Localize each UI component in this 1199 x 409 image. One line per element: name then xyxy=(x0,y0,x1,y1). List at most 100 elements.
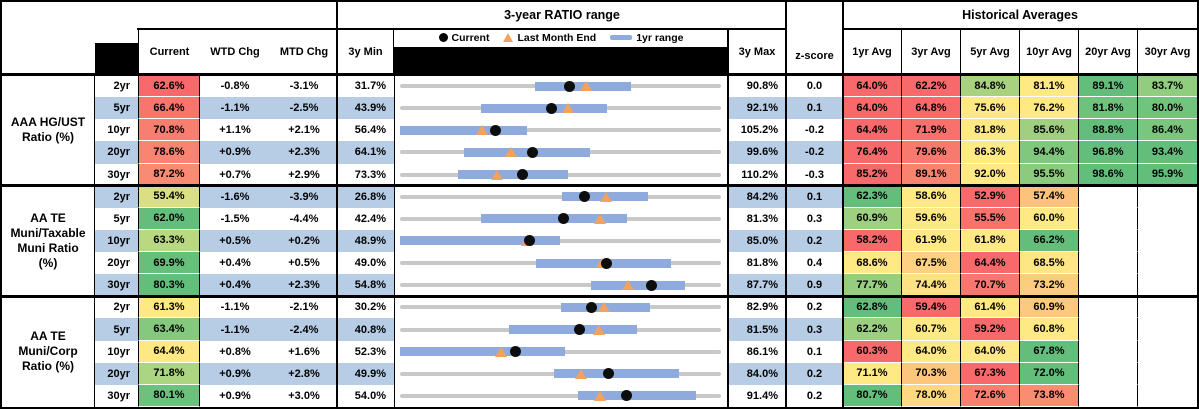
avg-cell: 64.4% xyxy=(843,119,902,142)
avg-cell: 59.2% xyxy=(961,318,1020,341)
col-header-3y-max: 3y Max xyxy=(738,45,776,58)
zscore-cell: 0.0 xyxy=(806,80,823,93)
wtd-chg-cell: +0.7% xyxy=(219,168,251,181)
mtd-chg-cell: +2.1% xyxy=(288,124,320,137)
col-header-10yr-avg: 10yr Avg xyxy=(1020,28,1079,75)
zscore-cell: 0.1 xyxy=(786,97,843,120)
avg-cell xyxy=(1138,341,1197,363)
avg-cell: 60.9% xyxy=(1020,296,1079,319)
current-cell: 63.3% xyxy=(138,229,200,253)
max-cell: 99.6% xyxy=(728,141,786,164)
max-cell: 84.2% xyxy=(728,185,786,208)
current-cell: 71.8% xyxy=(138,362,200,385)
divider-zscore-hist xyxy=(842,2,844,407)
wtd-chg-cell: +0.5% xyxy=(200,229,270,253)
avg-cell xyxy=(1138,385,1197,407)
col-header-mtd-chg: MTD Chg xyxy=(279,45,329,58)
mtd-chg-cell: +0.2% xyxy=(270,229,338,253)
wtd-chg-cell: +0.4% xyxy=(219,257,251,270)
avg-cell: 61.8% xyxy=(961,229,1020,253)
zscore-cell: -0.2 xyxy=(805,124,824,137)
range-bar-icon xyxy=(610,35,633,40)
range-chart xyxy=(394,97,728,120)
avg-cell xyxy=(1079,362,1138,385)
tenor-cell: 5yr xyxy=(95,97,138,120)
avg-cell: 68.5% xyxy=(1020,252,1079,275)
avg-cell: 76.4% xyxy=(843,141,902,164)
tenor-cell: 2yr xyxy=(113,80,130,93)
mtd-chg-cell: -2.4% xyxy=(270,318,338,341)
tenor-header-cell xyxy=(95,28,138,75)
legend-1yr-range: 1yr range xyxy=(610,32,683,44)
wtd-chg-cell: -1.5% xyxy=(220,212,250,225)
avg-cell xyxy=(1079,296,1138,319)
last-month-marker xyxy=(505,147,518,158)
range-chart xyxy=(394,362,728,385)
col-header-wtd-chg: WTD Chg xyxy=(210,45,260,58)
avg-cell: 70.3% xyxy=(902,362,961,385)
min-cell: 54.0% xyxy=(354,389,386,402)
avg-cell: 72.6% xyxy=(961,384,1020,407)
range-chart xyxy=(394,384,728,407)
current-cell: 69.9% xyxy=(138,252,200,275)
current-cell: 63.4% xyxy=(138,318,200,341)
avg-cell: 92.0% xyxy=(961,163,1020,186)
avg-cell xyxy=(1138,318,1197,341)
avg-cell: 85.6% xyxy=(1020,119,1079,142)
avg-cell: 58.2% xyxy=(843,229,902,253)
range-chart xyxy=(394,252,728,275)
avg-cell: 78.0% xyxy=(902,384,961,407)
min-cell: 26.8% xyxy=(338,185,394,208)
wtd-chg-cell: +0.9% xyxy=(219,389,251,402)
last-month-marker xyxy=(494,346,507,357)
col-header-zscore: z-score xyxy=(795,50,834,62)
max-cell: 105.2% xyxy=(740,124,778,137)
avg-cell: 81.8% xyxy=(1079,97,1138,120)
mtd-chg-cell: +1.6% xyxy=(288,345,320,358)
range-chart xyxy=(394,185,728,208)
legend-current: Current xyxy=(438,32,489,44)
current-marker xyxy=(574,324,586,336)
group-label: AAA HG/UST Ratio (%) xyxy=(2,75,95,186)
range-chart xyxy=(394,119,728,142)
tenor-cell: 30yr xyxy=(107,389,130,402)
min-cell: 49.0% xyxy=(354,257,386,270)
wtd-chg-cell: -1.1% xyxy=(200,318,270,341)
avg-cell: 81.1% xyxy=(1020,75,1079,98)
min-cell: 64.1% xyxy=(338,141,394,164)
3y-range-track xyxy=(400,393,721,398)
zscore-cell: 0.2 xyxy=(786,229,843,253)
divider-chart-max xyxy=(727,28,729,407)
current-marker xyxy=(510,346,522,358)
current-cell: 59.4% xyxy=(138,185,200,208)
col-header-5yr-avg: 5yr Avg xyxy=(961,28,1020,75)
current-cell: 66.4% xyxy=(138,97,200,120)
3y-range-track xyxy=(400,283,721,288)
avg-cell: 73.8% xyxy=(1020,384,1079,407)
3y-range-track xyxy=(400,305,721,310)
current-marker xyxy=(600,257,612,269)
hist-section-title: Historical Averages xyxy=(962,8,1078,22)
last-month-marker xyxy=(475,125,488,136)
zscore-cell: -0.2 xyxy=(786,141,843,164)
range-chart xyxy=(394,75,728,98)
wtd-chg-cell: -1.6% xyxy=(200,185,270,208)
avg-cell: 64.0% xyxy=(961,340,1020,363)
group-separator-2 xyxy=(2,295,1197,298)
zscore-cell: 0.9 xyxy=(786,274,843,297)
avg-cell: 59.6% xyxy=(902,207,961,230)
avg-cell: 76.2% xyxy=(1020,97,1079,120)
header-bottom-rule xyxy=(2,73,1197,76)
current-marker xyxy=(557,213,569,225)
avg-cell: 59.4% xyxy=(902,296,961,319)
max-cell: 82.9% xyxy=(746,301,778,314)
mtd-chg-cell: +2.3% xyxy=(270,141,338,164)
wtd-chg-cell: +0.4% xyxy=(200,274,270,297)
1yr-range-bar xyxy=(509,325,638,335)
group-label: AA TE Muni/Taxable Muni Ratio (%) xyxy=(2,185,95,297)
wtd-chg-cell: +1.1% xyxy=(219,124,251,137)
avg-cell: 80.7% xyxy=(843,384,902,407)
current-cell: 80.3% xyxy=(138,274,200,297)
chart-legend: Current Last Month End 1yr range xyxy=(394,28,728,47)
